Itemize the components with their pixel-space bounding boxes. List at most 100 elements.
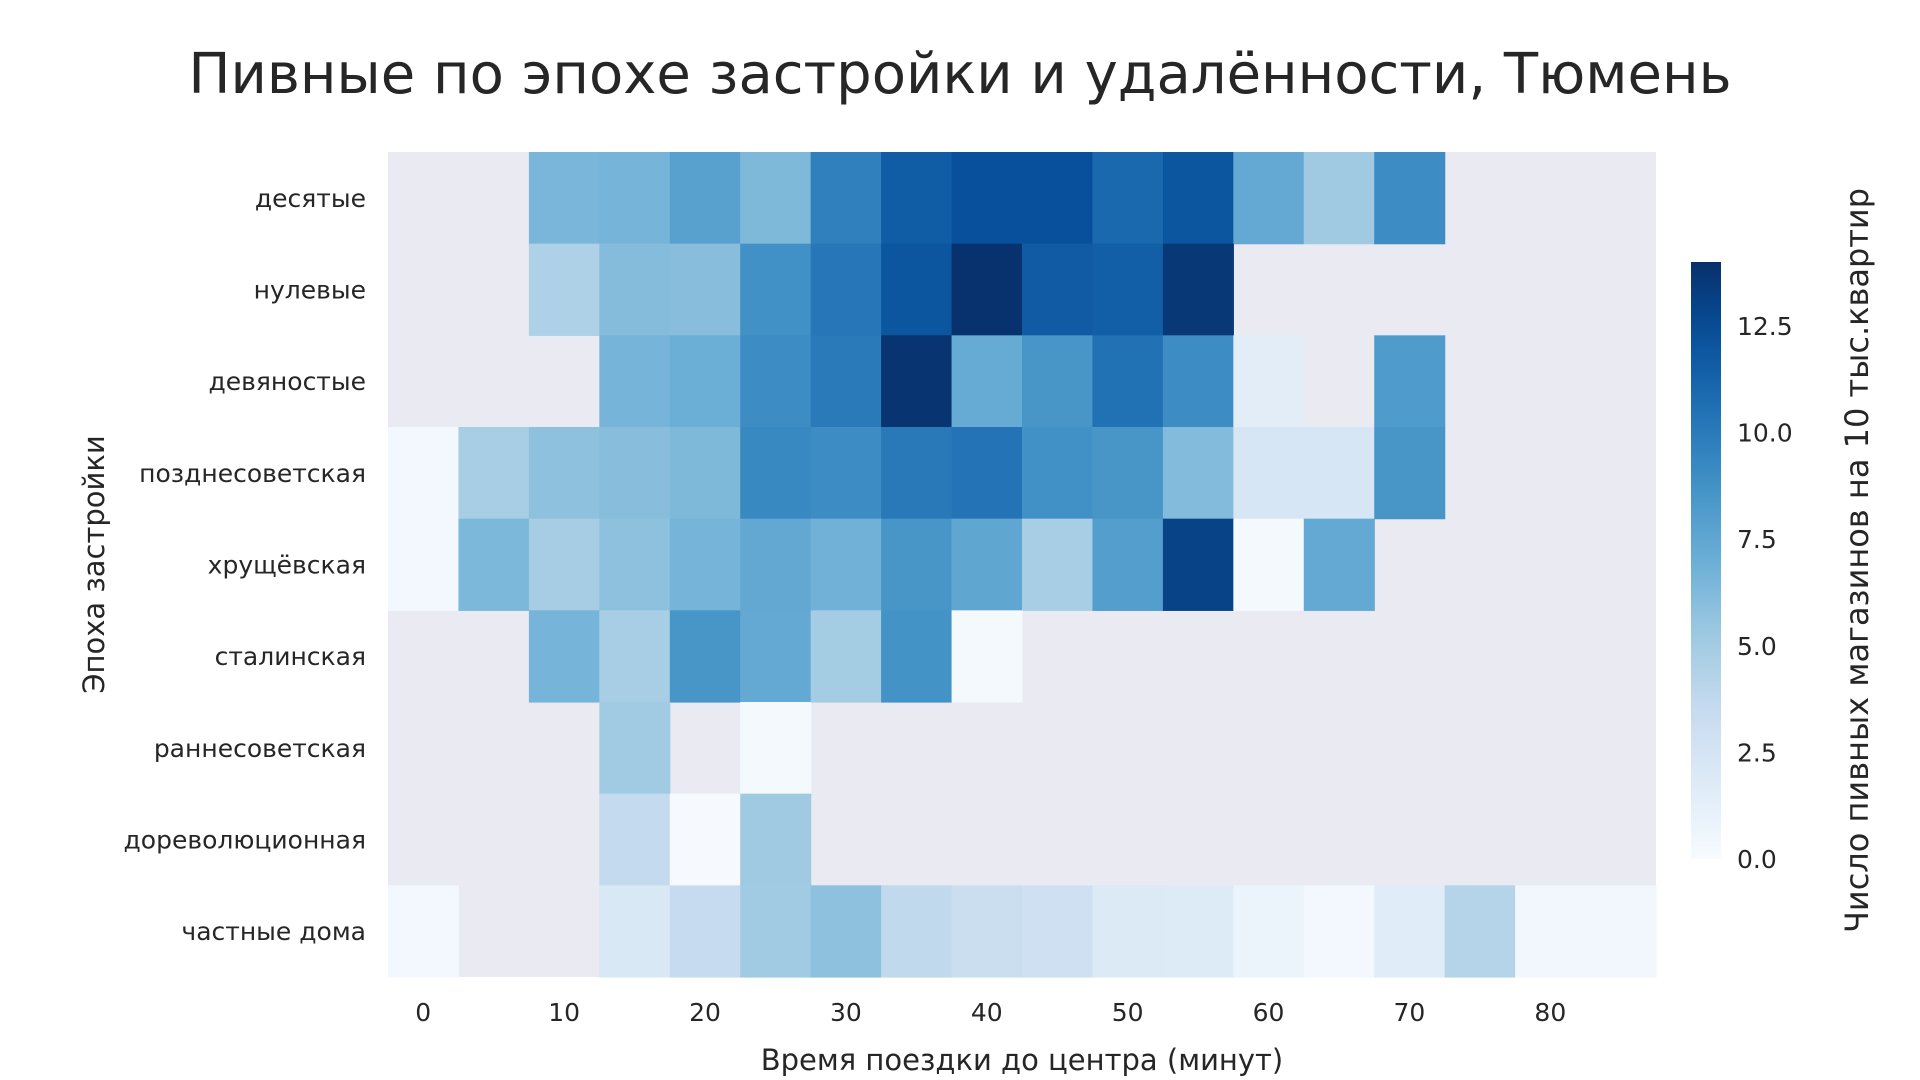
heatmap-cell [740, 610, 812, 703]
heatmap-cells [388, 152, 1657, 978]
heatmap-cell [1444, 885, 1516, 978]
x-tick-label: 60 [1253, 998, 1285, 1027]
x-tick-label: 80 [1534, 998, 1566, 1027]
x-tick-label: 70 [1394, 998, 1426, 1027]
heatmap-cell [951, 610, 1023, 703]
heatmap-cell [740, 335, 812, 428]
chart-title: Пивные по эпохе застройки и удалённости,… [188, 42, 1732, 107]
heatmap-cell [528, 243, 600, 336]
heatmap-cell [881, 518, 953, 611]
heatmap-cell [1233, 335, 1305, 428]
heatmap-cell [599, 885, 671, 978]
heatmap-cell [1162, 335, 1234, 428]
colorbar-tick-label: 0.0 [1737, 845, 1777, 874]
heatmap-cell [951, 885, 1023, 978]
colorbar-gradient [1691, 262, 1721, 859]
heatmap-cell [669, 427, 741, 520]
heatmap-cell [599, 793, 671, 886]
heatmap-cell [599, 152, 671, 245]
heatmap-cell [1092, 518, 1164, 611]
y-tick-label: частные дома [181, 917, 366, 946]
heatmap-cell [1022, 518, 1094, 611]
heatmap-cell [740, 152, 812, 245]
heatmap-cell [810, 427, 882, 520]
heatmap-cell [1303, 152, 1375, 245]
heatmap-cell [528, 518, 600, 611]
heatmap-cell [599, 518, 671, 611]
heatmap-cell [458, 518, 530, 611]
heatmap-cell [1092, 243, 1164, 336]
colorbar-tick-label: 12.5 [1737, 312, 1793, 341]
heatmap-cell [810, 335, 882, 428]
heatmap-cell [1022, 427, 1094, 520]
heatmap-cell [951, 243, 1023, 336]
heatmap-cell [1022, 335, 1094, 428]
x-tick-label: 30 [830, 998, 862, 1027]
heatmap-cell [881, 885, 953, 978]
x-tick-label: 10 [548, 998, 580, 1027]
heatmap-cell [951, 335, 1023, 428]
colorbar-tick-label: 2.5 [1737, 738, 1777, 767]
heatmap-cell [458, 427, 530, 520]
heatmap-cell [388, 885, 460, 978]
heatmap-cell [599, 702, 671, 795]
y-tick-label: сталинская [215, 642, 366, 671]
heatmap-cell [1233, 427, 1305, 520]
heatmap-cell [1092, 152, 1164, 245]
heatmap-cell [599, 335, 671, 428]
heatmap-cell [810, 610, 882, 703]
heatmap-cell [881, 335, 953, 428]
heatmap-cell [1162, 518, 1234, 611]
y-tick-label: нулевые [254, 276, 366, 305]
heatmap-cell [599, 243, 671, 336]
x-tick-labels: 0 10 20 30 40 50 60 70 80 [415, 998, 1566, 1027]
y-tick-label: хрущёвская [208, 551, 366, 580]
heatmap-cell [669, 335, 741, 428]
heatmap-cell [881, 152, 953, 245]
heatmap-cell [528, 610, 600, 703]
heatmap-cell [810, 885, 882, 978]
y-tick-label: дореволюционная [124, 826, 367, 855]
heatmap-cell [1374, 335, 1446, 428]
heatmap-cell [810, 152, 882, 245]
heatmap-cell [1022, 243, 1094, 336]
heatmap-cell [669, 243, 741, 336]
heatmap-cell [881, 243, 953, 336]
heatmap-cell [669, 885, 741, 978]
heatmap-cell [1515, 885, 1587, 978]
heatmap-cell [388, 518, 460, 611]
y-axis-label: Эпоха застройки [77, 435, 111, 694]
x-axis-label: Время поездки до центра (минут) [761, 1043, 1284, 1077]
heatmap-cell [951, 427, 1023, 520]
y-tick-label: раннесоветская [154, 734, 366, 763]
colorbar-tick-label: 10.0 [1737, 419, 1793, 448]
heatmap-cell [1022, 152, 1094, 245]
heatmap-cell [1374, 885, 1446, 978]
heatmap-cell [1092, 427, 1164, 520]
x-tick-label: 0 [415, 998, 431, 1027]
heatmap-cell [810, 518, 882, 611]
heatmap-cell [951, 152, 1023, 245]
colorbar: 0.0 2.5 5.0 7.5 10.0 12.5 [1691, 262, 1793, 874]
y-tick-label: позднесоветская [139, 459, 366, 488]
x-tick-label: 20 [689, 998, 721, 1027]
heatmap-cell [740, 702, 812, 795]
heatmap-cell [1303, 427, 1375, 520]
heatmap-cell [810, 243, 882, 336]
heatmap-cell [669, 793, 741, 886]
heatmap-cell [1162, 427, 1234, 520]
heatmap-cell [1233, 885, 1305, 978]
heatmap-cell [740, 793, 812, 886]
heatmap-cell [1092, 335, 1164, 428]
heatmap-cell [1233, 518, 1305, 611]
heatmap-cell [599, 610, 671, 703]
heatmap-cell [951, 518, 1023, 611]
heatmap-cell [1374, 152, 1446, 245]
heatmap-cell [528, 152, 600, 245]
heatmap-cell [1374, 427, 1446, 520]
heatmap-cell [1162, 152, 1234, 245]
heatmap-cell [740, 885, 812, 978]
heatmap-cell [881, 427, 953, 520]
colorbar-label: Число пивных магазинов на 10 тыс.квартир [1838, 188, 1876, 933]
